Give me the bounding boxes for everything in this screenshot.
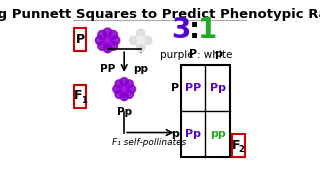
Circle shape [120, 78, 128, 86]
Circle shape [137, 37, 145, 44]
Text: PP: PP [100, 64, 115, 74]
Text: purple : white: purple : white [160, 50, 232, 60]
Text: :: : [188, 16, 200, 44]
Text: P: P [76, 33, 84, 46]
Circle shape [115, 80, 123, 88]
Circle shape [120, 93, 128, 101]
Text: F₁ self-pollinates: F₁ self-pollinates [112, 138, 187, 147]
Text: PP: PP [185, 83, 201, 93]
Bar [74, 28, 86, 51]
Circle shape [137, 43, 145, 52]
Circle shape [130, 36, 138, 45]
Text: F: F [74, 89, 83, 102]
Text: Pp: Pp [185, 129, 201, 139]
Circle shape [109, 30, 117, 39]
Circle shape [120, 85, 128, 93]
Text: 2: 2 [239, 145, 244, 154]
Bar [232, 134, 245, 157]
Text: Using Punnett Squares to Predict Phenotypic Ratios: Using Punnett Squares to Predict Phenoty… [0, 8, 320, 21]
Text: F: F [232, 139, 241, 152]
Bar [181, 65, 230, 157]
Text: p: p [214, 49, 221, 59]
Text: pp: pp [210, 129, 226, 139]
Bar [74, 85, 86, 108]
Text: 1: 1 [81, 96, 86, 105]
Text: pp: pp [133, 64, 148, 74]
Circle shape [109, 42, 117, 50]
Circle shape [103, 28, 112, 37]
Circle shape [95, 36, 104, 45]
Circle shape [127, 85, 136, 93]
Circle shape [125, 80, 133, 88]
Circle shape [137, 29, 145, 38]
Circle shape [98, 42, 107, 50]
Text: P: P [171, 83, 180, 93]
Text: P: P [189, 49, 197, 59]
Text: Pp: Pp [116, 107, 132, 117]
Text: Pp: Pp [210, 83, 226, 93]
Text: 1: 1 [197, 16, 217, 44]
Circle shape [144, 36, 152, 45]
Text: 3: 3 [171, 16, 191, 44]
Circle shape [111, 36, 120, 45]
Circle shape [103, 36, 112, 45]
Circle shape [125, 90, 133, 98]
Circle shape [115, 90, 123, 98]
Circle shape [113, 85, 121, 93]
Text: p: p [172, 129, 179, 139]
Circle shape [103, 44, 112, 53]
Circle shape [98, 30, 107, 39]
